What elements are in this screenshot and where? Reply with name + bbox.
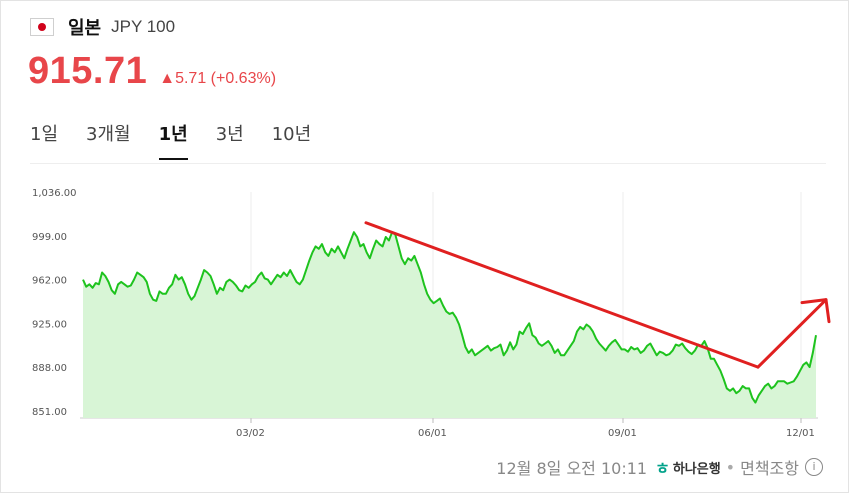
info-icon[interactable]: i <box>805 458 823 476</box>
currency-code: JPY 100 <box>111 17 176 36</box>
tab-3y[interactable]: 3년 <box>215 124 244 145</box>
tab-divider <box>30 163 826 164</box>
price-area <box>83 232 816 418</box>
tab-3m[interactable]: 3개월 <box>86 124 131 145</box>
y-tick-label: 999.00 <box>32 232 67 243</box>
y-tick-label: 962.00 <box>32 276 67 287</box>
price-line <box>82 231 817 404</box>
y-tick-label: 851.00 <box>32 407 67 418</box>
y-tick-label: 1,036.00 <box>32 188 77 199</box>
x-tick-label: 06/01 <box>418 428 447 439</box>
price-change: ▲5.71 (+0.63%) <box>159 70 277 87</box>
y-tick-label: 925.00 <box>32 319 67 330</box>
x-tick-label: 09/01 <box>608 428 637 439</box>
bank-name: 하나은행 <box>672 461 721 477</box>
disclaimer-link[interactable]: 면책조항 <box>740 459 799 478</box>
footer: 12월 8일 오전 10:11 ㅎ 하나은행 • 면책조항 i <box>496 455 823 479</box>
japan-flag-icon <box>30 18 54 36</box>
hana-bank-logo-icon: ㅎ <box>655 459 670 478</box>
y-tick-label: 888.00 <box>32 363 67 374</box>
x-tick-label: 03/02 <box>236 428 265 439</box>
quote: 915.71 ▲5.71 (+0.63%) <box>28 50 276 93</box>
annotation-arrow-down <box>364 221 760 369</box>
country-name: 일본 <box>68 18 102 39</box>
tab-1y[interactable]: 1년 <box>158 120 188 160</box>
annotation-arrow-up <box>756 298 828 369</box>
tab-1d[interactable]: 1일 <box>30 124 59 145</box>
timestamp: 12월 8일 오전 10:11 <box>496 459 648 478</box>
current-price: 915.71 <box>28 50 148 92</box>
currency-header: 일본 JPY 100 <box>30 14 175 40</box>
tab-10y[interactable]: 10년 <box>271 124 312 145</box>
annotation-arrowhead <box>800 298 831 324</box>
separator: • <box>725 457 736 477</box>
price-chart[interactable]: 03/02 06/01 09/01 12/01 1,036.00 999.00 962.00… <box>0 170 849 440</box>
period-tabs: 1일 3개월 1년 3년 10년 <box>30 120 339 160</box>
x-tick-label: 12/01 <box>786 428 815 439</box>
